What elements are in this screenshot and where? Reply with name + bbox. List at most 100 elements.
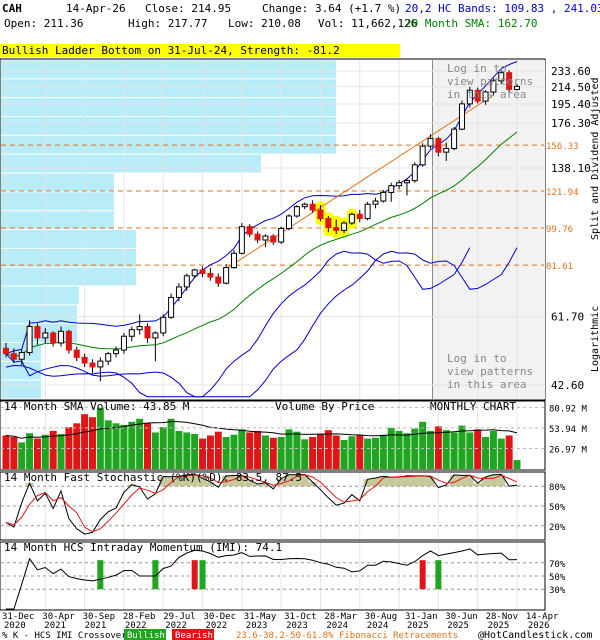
volume-sma-line: [5, 420, 518, 439]
candle-body: [403, 180, 410, 184]
crossover-marker: [199, 560, 206, 590]
x-axis-year-label: 2024: [326, 621, 348, 631]
volume-bar: [73, 423, 81, 469]
volume-bar: [419, 421, 427, 469]
candle-body: [490, 80, 497, 93]
volume-bar: [489, 430, 497, 469]
x-axis-label: 29-Jul: [163, 612, 196, 622]
x-axis-year-label: 2020: [4, 621, 26, 631]
x-axis-label: 30-Jun: [445, 612, 478, 622]
volume-bar: [128, 421, 136, 469]
volume-bar: [222, 437, 230, 469]
candle-body: [136, 326, 143, 331]
stoch-overbought-fill: [206, 481, 215, 487]
volume-bar: [175, 430, 183, 469]
candle-body: [396, 182, 403, 187]
x-axis-label: 30-Aug: [365, 612, 398, 622]
volume-bar: [434, 426, 442, 469]
brand-label: @HotCandlestick.com: [478, 630, 592, 640]
fib-legend: 23.6-38.2-50-61.8% Fibonacci Retracement…: [236, 631, 458, 640]
high-value: High: 217.77: [128, 17, 208, 30]
volume-bar: [474, 429, 482, 469]
volume-bar: [379, 434, 387, 469]
volume-bar: [167, 418, 175, 469]
volume-bar: [285, 429, 293, 469]
candle-body: [199, 269, 206, 274]
price-tick-label: 214.50: [551, 81, 591, 94]
stoch-overbought-fill: [513, 485, 521, 487]
candle-body: [128, 329, 135, 337]
volume-bar: [340, 440, 348, 469]
volume-bar: [57, 433, 65, 469]
volume-bar: [301, 439, 309, 469]
volume-bar: [356, 435, 364, 469]
candle-body: [152, 332, 159, 339]
stoch-overbought-fill: [25, 483, 34, 487]
stoch-overbought-fill: [182, 474, 191, 487]
volume-bar: [206, 435, 214, 469]
login-text-top: Log in to: [447, 62, 507, 75]
candle-body: [65, 330, 72, 351]
candle-body: [73, 349, 80, 358]
vbp-bar: [1, 98, 336, 116]
log-scale-label: Logarithmic: [590, 306, 600, 372]
candle-body: [325, 218, 332, 229]
candle-body: [26, 326, 33, 354]
fib-label: 99.76: [546, 225, 573, 235]
momentum-panel-frame: [0, 541, 546, 611]
x-axis-label: 31-May: [244, 612, 277, 622]
volume-bar: [450, 432, 458, 469]
vbp-bar: [1, 248, 136, 267]
stoch-tick-label: 80%: [549, 483, 566, 493]
candle-body: [215, 276, 222, 284]
stoch-k-line: [5, 473, 518, 535]
vbp-bar: [1, 79, 336, 98]
momentum-panel-label: 14 Month HCS Intraday Momentum (IMI): 74…: [4, 541, 282, 554]
stoch-overbought-fill: [497, 474, 506, 487]
chart-type-label: MONTHLY CHART: [430, 400, 516, 413]
stoch-tick-label: 50%: [549, 503, 566, 513]
volume-bar: [120, 424, 128, 469]
fib-label: 156.33: [546, 142, 579, 152]
stoch-overbought-fill: [127, 484, 136, 487]
volume-bar: [513, 460, 521, 469]
x-axis-year-label: 2021: [44, 621, 66, 631]
x-axis-label: 31-Oct: [284, 612, 317, 622]
candle-body: [514, 85, 520, 90]
date: 14-Apr-26: [66, 2, 126, 15]
candle-body: [262, 235, 269, 241]
candle-body: [427, 138, 434, 147]
candle-body: [482, 91, 489, 102]
candle-body: [333, 227, 340, 231]
stoch-overbought-fill: [481, 476, 490, 487]
lower-band-line-hidden: [5, 247, 471, 398]
candle-body: [223, 267, 230, 284]
x-axis-year-label: 2022: [206, 621, 228, 631]
volume-bar: [505, 435, 513, 469]
stoch-overbought-fill: [245, 480, 254, 487]
candle-body: [278, 228, 285, 243]
volume-bar: [151, 432, 159, 469]
stoch-overbought-fill: [379, 476, 388, 487]
x-axis-year-label: 2022: [165, 621, 187, 631]
login-shade: [432, 60, 545, 399]
indicator-lines: [5, 61, 518, 398]
login-text-bottom: in this area: [447, 378, 526, 391]
volume-bar: [2, 435, 10, 469]
bullish-label: Bullish: [127, 631, 165, 640]
stoch-overbought-fill: [292, 474, 301, 487]
crossover-marker: [191, 560, 198, 590]
x-axis-label: 14-Apr: [526, 612, 559, 622]
candle-body: [388, 185, 395, 193]
candle-body: [301, 203, 308, 208]
candle-body: [183, 275, 190, 288]
price-tick-label: 138.10: [551, 162, 591, 175]
x-axis-year-label: 2025: [407, 621, 429, 631]
stoch-overbought-fill: [489, 474, 498, 487]
candle-body: [58, 330, 65, 344]
candle-body: [348, 213, 355, 224]
x-axis-year-label: 2026: [528, 621, 550, 631]
volume-bar: [18, 442, 26, 469]
candle-body: [286, 215, 293, 230]
stoch-overbought-fill: [230, 475, 238, 487]
